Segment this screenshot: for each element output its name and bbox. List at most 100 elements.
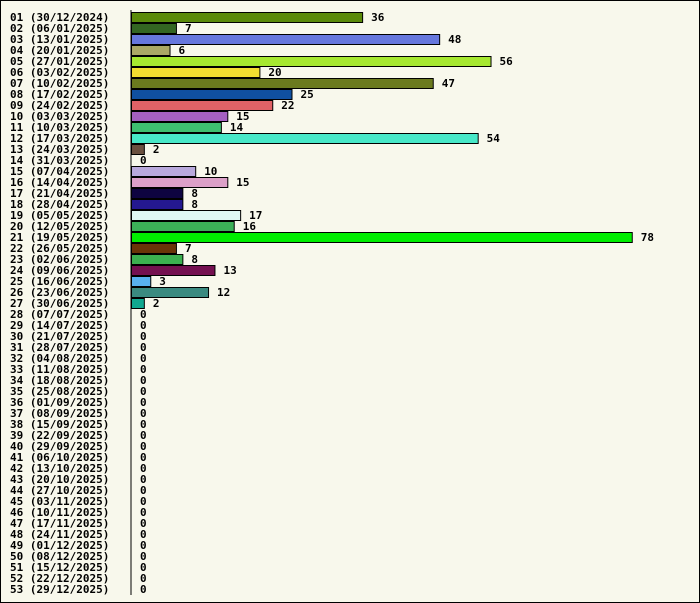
category-label: 03 (13/01/2025) <box>10 33 109 46</box>
value-label: 36 <box>371 11 385 24</box>
bar <box>131 287 210 298</box>
value-label: 0 <box>140 407 147 420</box>
category-label: 06 (03/02/2025) <box>10 66 109 79</box>
bar <box>131 133 479 144</box>
value-label: 2 <box>153 143 160 156</box>
value-label: 8 <box>191 253 198 266</box>
category-label: 43 (20/10/2025) <box>10 473 109 486</box>
category-label: 28 (07/07/2025) <box>10 308 109 321</box>
value-label: 0 <box>140 352 147 365</box>
value-label: 15 <box>236 110 249 123</box>
value-label: 0 <box>140 429 147 442</box>
category-label: 29 (14/07/2025) <box>10 319 109 332</box>
category-label: 48 (24/11/2025) <box>10 528 109 541</box>
value-label: 0 <box>140 484 147 497</box>
category-label: 21 (19/05/2025) <box>10 231 109 244</box>
category-label: 14 (31/03/2025) <box>10 154 109 167</box>
bar <box>131 298 145 309</box>
value-label: 0 <box>140 418 147 431</box>
value-label: 0 <box>140 572 147 585</box>
category-label: 53 (29/12/2025) <box>10 583 109 596</box>
bar <box>131 243 177 254</box>
category-label: 25 (16/06/2025) <box>10 275 109 288</box>
value-label: 8 <box>191 187 198 200</box>
bar <box>131 188 184 199</box>
value-label: 0 <box>140 473 147 486</box>
category-label: 01 (30/12/2024) <box>10 11 109 24</box>
category-label: 16 (14/04/2025) <box>10 176 109 189</box>
category-label: 24 (09/06/2025) <box>10 264 109 277</box>
value-label: 0 <box>140 506 147 519</box>
category-label: 17 (21/04/2025) <box>10 187 109 200</box>
value-label: 16 <box>243 220 257 233</box>
bar <box>131 265 216 276</box>
category-label: 47 (17/11/2025) <box>10 517 109 530</box>
category-label: 13 (24/03/2025) <box>10 143 109 156</box>
value-label: 0 <box>140 517 147 530</box>
value-label: 0 <box>140 341 147 354</box>
value-label: 0 <box>140 462 147 475</box>
bar <box>131 254 184 265</box>
category-label: 18 (28/04/2025) <box>10 198 109 211</box>
category-label: 08 (17/02/2025) <box>10 88 109 101</box>
category-label: 27 (30/06/2025) <box>10 297 109 310</box>
category-label: 41 (06/10/2025) <box>10 451 109 464</box>
value-label: 22 <box>281 99 294 112</box>
category-label: 04 (20/01/2025) <box>10 44 109 57</box>
value-label: 0 <box>140 440 147 453</box>
value-label: 0 <box>140 308 147 321</box>
category-label: 20 (12/05/2025) <box>10 220 109 233</box>
value-label: 17 <box>249 209 262 222</box>
category-label: 52 (22/12/2025) <box>10 572 109 585</box>
category-label: 33 (11/08/2025) <box>10 363 109 376</box>
value-label: 48 <box>448 33 461 46</box>
value-label: 0 <box>140 495 147 508</box>
value-label: 0 <box>140 396 147 409</box>
value-label: 3 <box>159 275 166 288</box>
category-label: 44 (27/10/2025) <box>10 484 109 497</box>
value-label: 0 <box>140 319 147 332</box>
bar <box>131 34 441 45</box>
value-label: 0 <box>140 374 147 387</box>
bar <box>131 12 364 23</box>
value-label: 0 <box>140 154 147 167</box>
category-label: 22 (26/05/2025) <box>10 242 109 255</box>
category-label: 38 (15/09/2025) <box>10 418 109 431</box>
category-label: 15 (07/04/2025) <box>10 165 109 178</box>
category-label: 10 (03/03/2025) <box>10 110 109 123</box>
category-label: 45 (03/11/2025) <box>10 495 109 508</box>
category-label: 40 (29/09/2025) <box>10 440 109 453</box>
value-label: 0 <box>140 363 147 376</box>
bar <box>131 67 261 78</box>
value-label: 15 <box>236 176 249 189</box>
bar <box>131 144 145 155</box>
category-label: 35 (25/08/2025) <box>10 385 109 398</box>
bar <box>131 45 171 56</box>
value-label: 0 <box>140 583 147 596</box>
category-label: 32 (04/08/2025) <box>10 352 109 365</box>
value-label: 0 <box>140 330 147 343</box>
value-label: 20 <box>268 66 281 79</box>
category-label: 12 (17/03/2025) <box>10 132 109 145</box>
category-label: 37 (08/09/2025) <box>10 407 109 420</box>
bar <box>131 23 177 34</box>
value-label: 7 <box>185 22 192 35</box>
value-label: 0 <box>140 528 147 541</box>
value-label: 0 <box>140 385 147 398</box>
bar <box>131 177 229 188</box>
category-label: 30 (21/07/2025) <box>10 330 109 343</box>
value-label: 0 <box>140 451 147 464</box>
value-label: 56 <box>500 55 514 68</box>
category-label: 05 (27/01/2025) <box>10 55 109 68</box>
bar <box>131 210 242 221</box>
bar <box>131 276 152 287</box>
bar <box>131 89 293 100</box>
category-label: 46 (10/11/2025) <box>10 506 109 519</box>
bar <box>131 56 492 67</box>
bar <box>131 78 434 89</box>
category-label: 31 (28/07/2025) <box>10 341 109 354</box>
value-label: 6 <box>179 44 186 57</box>
bar <box>131 199 184 210</box>
bar <box>131 100 274 111</box>
